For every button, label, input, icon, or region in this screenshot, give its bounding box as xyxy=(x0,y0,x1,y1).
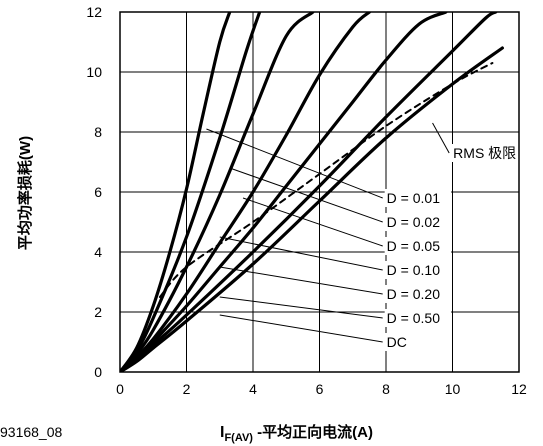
x-axis-label: IF(AV) -平均正向电流(A) xyxy=(220,423,373,444)
series-line-d-0-10 xyxy=(120,12,371,372)
figure-id: 93168_08 xyxy=(0,424,63,440)
annotation-label: RMS 极限 xyxy=(453,145,516,161)
series-line-d-0-05 xyxy=(120,12,315,372)
annotation-leader xyxy=(432,122,450,154)
series-line-d-0-50 xyxy=(120,12,498,372)
series-line-d-0-02 xyxy=(120,12,262,372)
annotation-bg xyxy=(384,333,405,351)
x-tick-label: 10 xyxy=(445,381,461,397)
series-line-d-0-01 xyxy=(120,12,232,372)
y-tick-label: 12 xyxy=(86,4,102,20)
series-line-dc xyxy=(120,46,504,372)
x-tick-label: 0 xyxy=(116,381,124,397)
x-tick-label: 12 xyxy=(511,381,527,397)
annotation-bg xyxy=(384,285,452,303)
annotation-bg xyxy=(384,309,452,327)
annotation-bg xyxy=(384,189,452,207)
y-tick-label: 8 xyxy=(94,124,102,140)
annotation-bg xyxy=(384,213,452,231)
x-axis-label-main: I xyxy=(220,424,224,441)
annotation-leader xyxy=(229,167,383,223)
annotations: RMS 极限 D = 0.01 D = 0.02 D = 0.05 D = 0.10 D … xyxy=(206,122,516,351)
annotation-label: D = 0.10 xyxy=(387,262,441,278)
annotation-bg xyxy=(384,261,452,279)
annotation-label: D = 0.01 xyxy=(387,190,441,206)
annotation-label: D = 0.05 xyxy=(387,238,441,254)
x-axis-label-rest: -平均正向电流(A) xyxy=(253,423,373,441)
annotation-leader xyxy=(206,128,383,199)
x-axis-label-sub: F(AV) xyxy=(224,432,253,444)
annotation-leader xyxy=(219,314,383,343)
y-axis-label: 平均功率损耗(W) xyxy=(16,136,34,250)
y-tick-label: 4 xyxy=(94,244,102,260)
annotation-leader xyxy=(242,197,383,247)
grid xyxy=(120,12,519,372)
annotation-leader xyxy=(219,266,383,295)
annotation-label: D = 0.50 xyxy=(387,310,441,326)
x-tick-label: 6 xyxy=(316,381,324,397)
y-tick-label: 10 xyxy=(86,64,102,80)
series-line-rms xyxy=(158,62,494,298)
y-tick-label: 2 xyxy=(94,304,102,320)
x-tick-label: 4 xyxy=(249,381,257,397)
x-tick-label: 2 xyxy=(183,381,191,397)
annotation-label: D = 0.20 xyxy=(387,286,441,302)
annotation-leader xyxy=(219,236,383,271)
x-tick-label: 8 xyxy=(382,381,390,397)
y-tick-label: 0 xyxy=(94,364,102,380)
annotation-label: DC xyxy=(387,334,407,350)
annotation-leader xyxy=(219,296,383,319)
annotation-bg xyxy=(384,237,452,255)
annotation-label: D = 0.02 xyxy=(387,214,441,230)
y-tick-label: 6 xyxy=(94,184,102,200)
axis-ticks: 0 2 4 6 8 10 12 0 2 4 6 8 10 12 xyxy=(86,4,527,397)
annotation-bg xyxy=(451,144,502,162)
plot-frame xyxy=(119,11,520,373)
